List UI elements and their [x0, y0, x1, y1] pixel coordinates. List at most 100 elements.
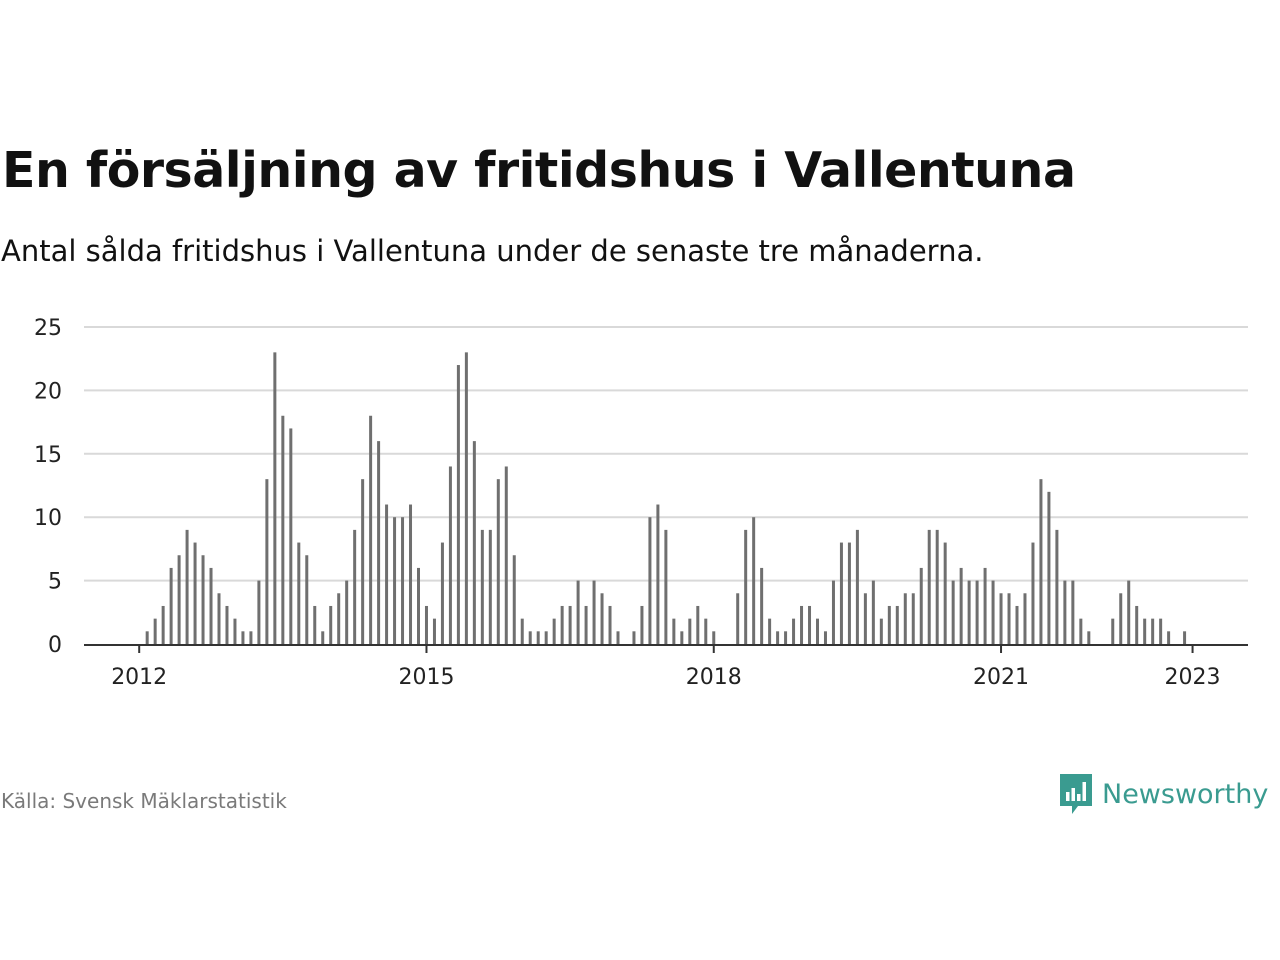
bar: [560, 605, 564, 644]
bar: [640, 605, 644, 644]
bar: [289, 428, 293, 644]
bar: [297, 542, 301, 644]
bar: [1063, 580, 1067, 644]
bar: [273, 352, 277, 644]
bar: [393, 517, 397, 644]
bar: [696, 605, 700, 644]
bar: [664, 529, 668, 644]
bar: [831, 580, 835, 644]
bar: [409, 504, 413, 644]
bar: [911, 593, 915, 644]
bar: [768, 618, 772, 644]
bar: [839, 542, 843, 644]
bar: [193, 542, 197, 644]
bar: [241, 631, 245, 644]
bar: [688, 618, 692, 644]
bar: [943, 542, 947, 644]
brand-name: Newsworthy: [1102, 778, 1269, 810]
y-tick-label: 25: [34, 316, 62, 341]
chart-title: En försäljning av fritidshus i Vallentun…: [2, 142, 1076, 199]
bar: [1039, 479, 1043, 644]
bar: [927, 529, 931, 644]
bar: [776, 631, 780, 644]
bar: [1167, 631, 1171, 644]
bar: [935, 529, 939, 644]
bar: [592, 580, 596, 644]
bar: [784, 631, 788, 644]
bar-chart: 0 5 10 15 20 25 2012 2015 2018 2021 2023 1: [34, 300, 1248, 690]
bar: [584, 605, 588, 644]
bar: [1047, 491, 1051, 644]
bar: [257, 580, 261, 644]
bar: [496, 479, 500, 644]
bar: [169, 567, 173, 644]
bar: [504, 466, 508, 644]
bar: [648, 517, 652, 644]
y-tick-label: 0: [48, 633, 62, 658]
bar: [281, 415, 285, 644]
bar: [808, 605, 812, 644]
bar: [377, 441, 381, 644]
bar: [792, 618, 796, 644]
bar: [161, 605, 165, 644]
bar: [887, 605, 891, 644]
bar: [201, 555, 205, 644]
bar: [233, 618, 237, 644]
bar: [177, 555, 181, 644]
bar: [385, 504, 389, 644]
bar: [528, 631, 532, 644]
bar: [153, 618, 157, 644]
bar: [863, 593, 867, 644]
bar: [800, 605, 804, 644]
bar: [752, 517, 756, 644]
bar: [544, 631, 548, 644]
bar: [1159, 618, 1163, 644]
y-tick-label: 15: [34, 443, 62, 468]
bar: [265, 479, 269, 644]
bar: [951, 580, 955, 644]
chart-subtitle: Antal sålda fritidshus i Vallentuna unde…: [1, 234, 984, 268]
bar: [1135, 605, 1139, 644]
bar: [879, 618, 883, 644]
bars: [145, 352, 1187, 644]
bar: [983, 567, 987, 644]
bar: [608, 605, 612, 644]
bar: [345, 580, 349, 644]
bar: [959, 567, 963, 644]
bar: [1143, 618, 1147, 644]
bar: [464, 352, 468, 644]
bar: [744, 529, 748, 644]
bar: [337, 593, 341, 644]
bar: [440, 542, 444, 644]
bar: [656, 504, 660, 644]
bar: [185, 529, 189, 644]
bar: [512, 555, 516, 644]
y-axis-ticks: 0 5 10 15 20 25: [34, 316, 62, 658]
bar: [448, 466, 452, 644]
source-note: Källa: Svensk Mäklarstatistik: [1, 789, 287, 813]
bar: [712, 631, 716, 644]
highlight-value-label: 1: [1186, 300, 1200, 306]
bar: [1023, 593, 1027, 644]
bar: [353, 529, 357, 644]
bar: [903, 593, 907, 644]
bar: [1119, 593, 1123, 644]
bar: [472, 441, 476, 644]
bar: [847, 542, 851, 644]
bar: [361, 479, 365, 644]
bar: [369, 415, 373, 644]
x-tick-label: 2023: [1165, 665, 1221, 690]
bar: [999, 593, 1003, 644]
bar: [871, 580, 875, 644]
bar: [520, 618, 524, 644]
bar: [1055, 529, 1059, 644]
bar: [1183, 631, 1187, 644]
bar: [600, 593, 604, 644]
bar: [967, 580, 971, 644]
bar: [1031, 542, 1035, 644]
bar: [217, 593, 221, 644]
brand-logo: Newsworthy: [1058, 772, 1268, 816]
newsworthy-logo-icon: [1060, 774, 1092, 814]
bar: [975, 580, 979, 644]
bar: [488, 529, 492, 644]
